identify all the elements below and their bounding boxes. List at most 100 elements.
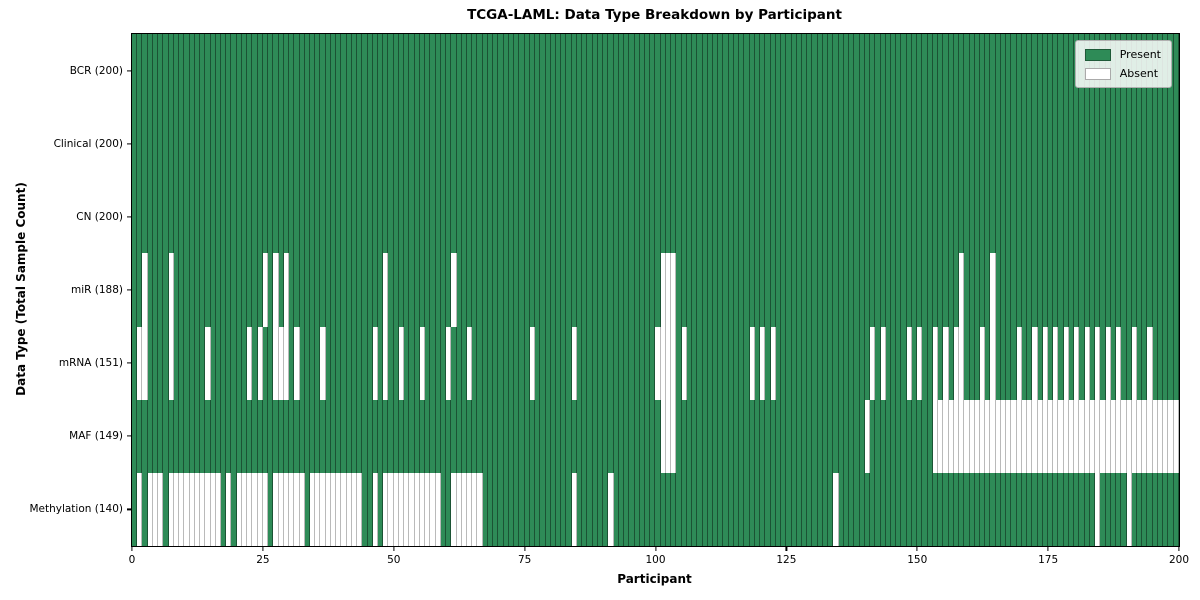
cell [1042, 34, 1049, 108]
cell [786, 107, 792, 181]
cell [781, 253, 787, 327]
cell [498, 34, 504, 108]
cell [775, 253, 782, 327]
cell [430, 472, 436, 546]
cell [132, 326, 138, 400]
cell [315, 107, 321, 181]
cell [529, 253, 536, 327]
cell [1074, 107, 1080, 181]
cell [1168, 253, 1174, 327]
cell [671, 326, 677, 400]
cell [268, 326, 274, 400]
cell [681, 326, 687, 400]
cell [1168, 399, 1174, 473]
cell [791, 326, 797, 400]
cell [529, 399, 536, 473]
cell [200, 472, 206, 546]
cell [503, 399, 509, 473]
cell [959, 253, 965, 327]
cell [226, 472, 232, 546]
cell [158, 34, 164, 108]
cell [1147, 399, 1153, 473]
cell [262, 399, 269, 473]
cell [1037, 180, 1043, 254]
cell [582, 180, 588, 254]
cell [535, 34, 541, 108]
cell [692, 34, 698, 108]
cell [849, 399, 855, 473]
cell [1048, 399, 1054, 473]
cell [550, 253, 556, 327]
cell [393, 34, 399, 108]
cell [378, 107, 384, 181]
cell [733, 326, 740, 400]
cell [325, 180, 331, 254]
cell [519, 34, 525, 108]
cell [875, 253, 881, 327]
cell [786, 326, 792, 400]
cell [142, 472, 148, 546]
cell [1121, 399, 1127, 473]
cell [1137, 472, 1143, 546]
cell [152, 107, 159, 181]
cell [430, 399, 436, 473]
cell [1021, 34, 1028, 108]
cell [582, 34, 588, 108]
cell [1037, 399, 1043, 473]
cell [802, 326, 808, 400]
present-swatch [1084, 48, 1111, 61]
cell [1037, 107, 1043, 181]
cell [215, 472, 221, 546]
cell [875, 399, 881, 473]
cell [189, 472, 195, 546]
cell [330, 399, 337, 473]
cell [1021, 472, 1028, 546]
cell [262, 180, 269, 254]
cell [644, 180, 651, 254]
cell [236, 472, 242, 546]
cell [906, 472, 912, 546]
cell [938, 180, 944, 254]
cell [336, 399, 342, 473]
cell [681, 180, 687, 254]
cell [566, 472, 572, 546]
cell [1074, 253, 1080, 327]
cell [498, 107, 504, 181]
x-axis-label: Participant [617, 572, 692, 586]
cell [231, 472, 237, 546]
cell [252, 34, 258, 108]
cell [974, 472, 980, 546]
cell [1173, 107, 1179, 181]
cell [634, 326, 640, 400]
cell [990, 107, 996, 181]
cell [268, 180, 274, 254]
cell [854, 180, 860, 254]
cell [1142, 472, 1148, 546]
cell [409, 472, 415, 546]
cell [550, 180, 556, 254]
cell [796, 34, 802, 108]
cell [472, 326, 478, 400]
cell [828, 107, 834, 181]
cell [728, 107, 734, 181]
cell [320, 34, 326, 108]
cell [765, 253, 771, 327]
cell [262, 472, 269, 546]
cell [173, 34, 180, 108]
cell [1147, 472, 1153, 546]
cell [231, 253, 237, 327]
cell [953, 326, 960, 400]
cell [906, 107, 912, 181]
heatmap-row-MAF [132, 399, 1179, 473]
cell [283, 253, 290, 327]
cell [890, 326, 897, 400]
cell [624, 326, 630, 400]
cell [388, 399, 394, 473]
cell [493, 180, 499, 254]
cell [1006, 107, 1012, 181]
cell [1016, 180, 1022, 254]
cell [1142, 326, 1148, 400]
cell [498, 180, 504, 254]
cell [959, 107, 965, 181]
cell [378, 34, 384, 108]
